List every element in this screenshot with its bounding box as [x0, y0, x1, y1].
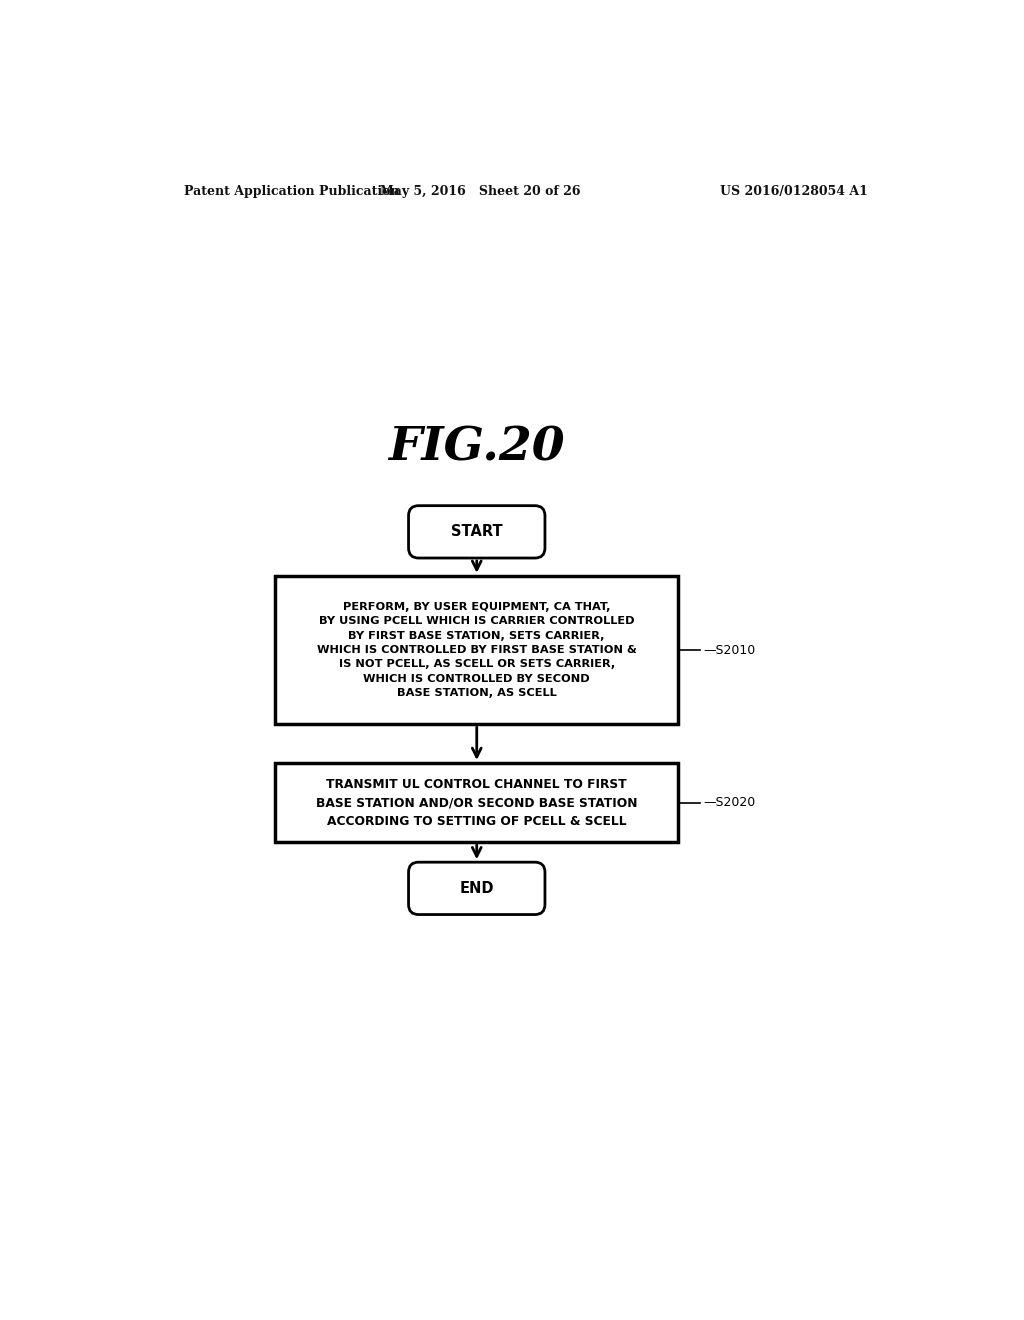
Text: May 5, 2016   Sheet 20 of 26: May 5, 2016 Sheet 20 of 26: [380, 185, 581, 198]
FancyBboxPatch shape: [409, 862, 545, 915]
Text: —S2020: —S2020: [703, 796, 756, 809]
FancyBboxPatch shape: [409, 506, 545, 558]
Text: PERFORM, BY USER EQUIPMENT, CA THAT,
BY USING PCELL WHICH IS CARRIER CONTROLLED
: PERFORM, BY USER EQUIPMENT, CA THAT, BY …: [316, 602, 637, 698]
Bar: [275, 576, 678, 725]
Bar: [275, 763, 678, 842]
Text: START: START: [451, 524, 503, 540]
Text: —S2010: —S2010: [703, 644, 756, 656]
Text: US 2016/0128054 A1: US 2016/0128054 A1: [720, 185, 868, 198]
Text: TRANSMIT UL CONTROL CHANNEL TO FIRST
BASE STATION AND/OR SECOND BASE STATION
ACC: TRANSMIT UL CONTROL CHANNEL TO FIRST BAS…: [316, 777, 638, 828]
Text: Patent Application Publication: Patent Application Publication: [183, 185, 399, 198]
Text: FIG.20: FIG.20: [388, 424, 565, 470]
Text: END: END: [460, 880, 494, 896]
